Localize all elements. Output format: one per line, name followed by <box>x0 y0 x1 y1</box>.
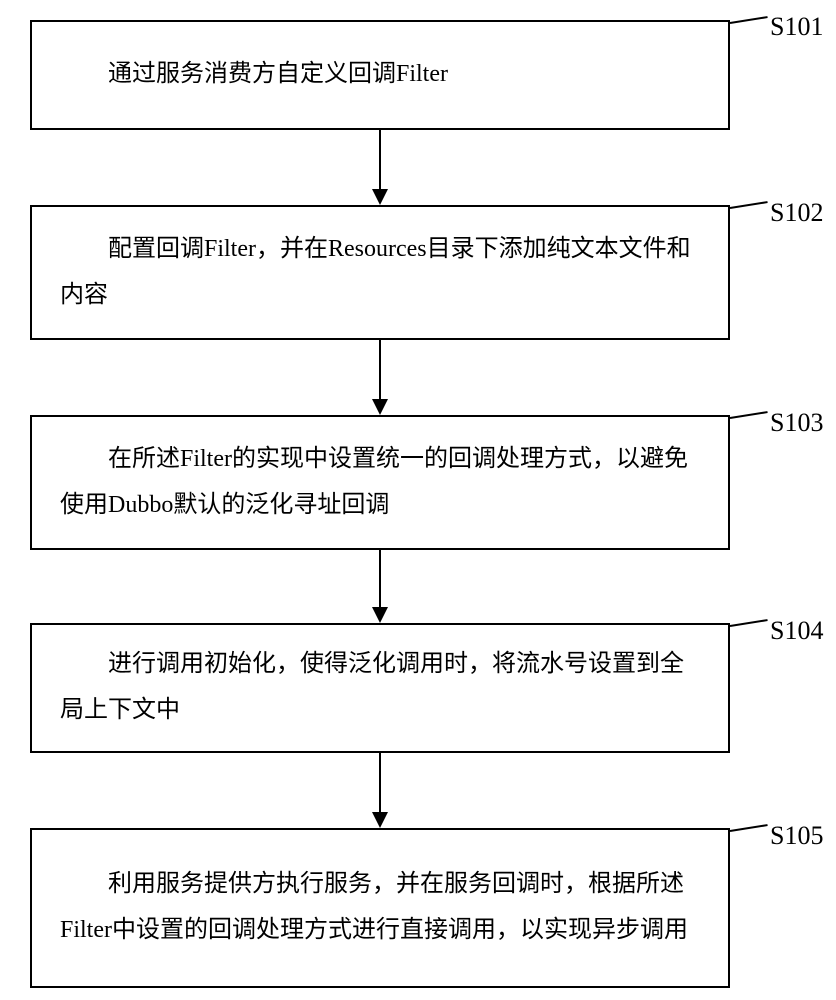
flowchart-canvas: 通过服务消费方自定义回调Filter S101 配置回调Filter，并在Resou… <box>0 0 836 1000</box>
label-connector-S104 <box>730 619 768 627</box>
step-text-S104: 进行调用初始化，使得泛化调用时，将流水号设置到全局上下文中 <box>60 642 700 733</box>
step-box-S105: 利用服务提供方执行服务，并在服务回调时，根据所述Filter中设置的回调处理方式… <box>30 828 730 988</box>
step-text-S101: 通过服务消费方自定义回调Filter <box>60 52 700 98</box>
step-text-S102: 配置回调Filter，并在Resources目录下添加纯文本文件和内容 <box>60 227 700 318</box>
arrow-head-S103-S104 <box>372 607 388 623</box>
step-text-S103: 在所述Filter的实现中设置统一的回调处理方式，以避免使用Dubbo默认的泛化… <box>60 437 700 528</box>
step-label-S102: S102 <box>770 198 823 228</box>
arrow-line-S104-S105 <box>379 753 381 812</box>
arrow-head-S104-S105 <box>372 812 388 828</box>
arrow-line-S102-S103 <box>379 340 381 399</box>
label-connector-S105 <box>730 824 768 832</box>
step-label-S103: S103 <box>770 408 823 438</box>
arrow-line-S103-S104 <box>379 550 381 607</box>
step-box-S104: 进行调用初始化，使得泛化调用时，将流水号设置到全局上下文中 <box>30 623 730 753</box>
step-box-S101: 通过服务消费方自定义回调Filter <box>30 20 730 130</box>
arrow-line-S101-S102 <box>379 130 381 189</box>
label-connector-S103 <box>730 411 768 419</box>
arrow-head-S101-S102 <box>372 189 388 205</box>
step-text-S105: 利用服务提供方执行服务，并在服务回调时，根据所述Filter中设置的回调处理方式… <box>60 862 700 953</box>
label-connector-S102 <box>730 201 768 209</box>
arrow-head-S102-S103 <box>372 399 388 415</box>
step-box-S102: 配置回调Filter，并在Resources目录下添加纯文本文件和内容 <box>30 205 730 340</box>
step-label-S104: S104 <box>770 616 823 646</box>
step-label-S105: S105 <box>770 821 823 851</box>
label-connector-S101 <box>730 16 768 24</box>
step-box-S103: 在所述Filter的实现中设置统一的回调处理方式，以避免使用Dubbo默认的泛化… <box>30 415 730 550</box>
step-label-S101: S101 <box>770 12 823 42</box>
